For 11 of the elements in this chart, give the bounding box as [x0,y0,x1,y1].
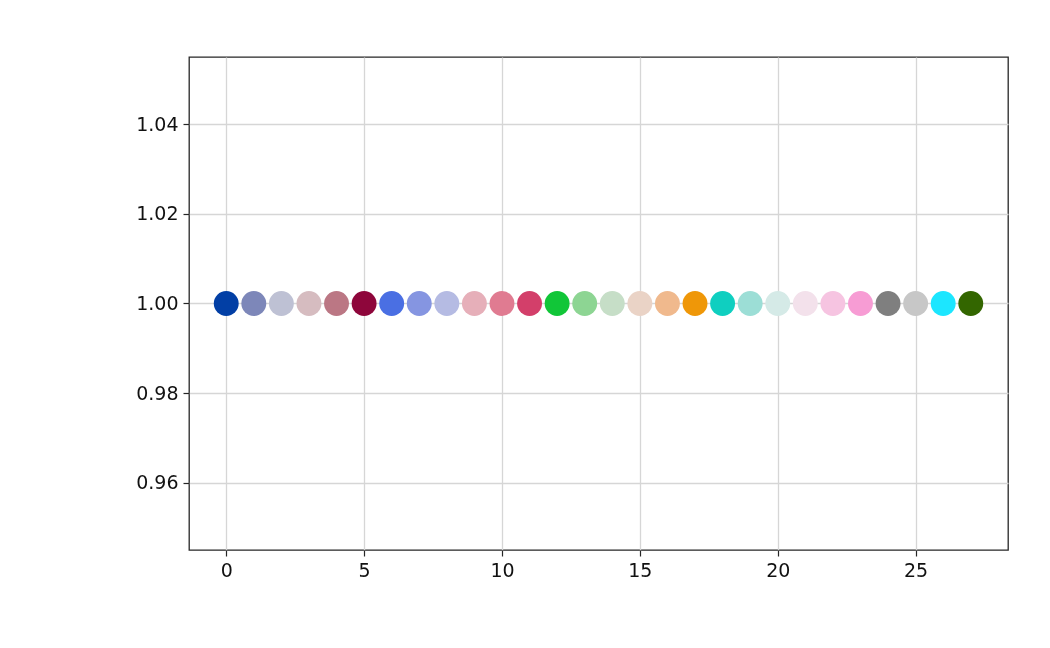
y-tick-label: 0.98 [136,381,179,404]
y-tick-label: 1.00 [136,292,179,314]
y-tick-label: 1.02 [136,202,179,225]
y-tick-label: 1.04 [136,112,179,135]
x-tick-label: 5 [358,558,371,581]
x-tick-label: 10 [490,558,515,581]
x-tick-label: 0 [220,558,233,581]
x-tick-label: 25 [904,558,929,581]
x-tick-label: 15 [628,558,653,581]
y-tick-label: 0.96 [136,471,179,494]
x-tick-label: 20 [766,558,791,581]
